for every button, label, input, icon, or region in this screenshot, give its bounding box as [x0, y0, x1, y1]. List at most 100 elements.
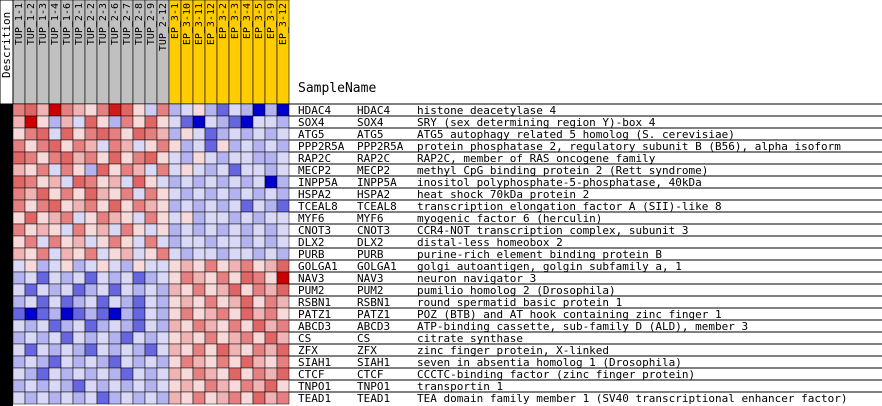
heatmap-cell-8-18: [228, 199, 242, 213]
heatmap-cell-23-12: [156, 379, 170, 393]
heatmap-cell-9-16: [204, 211, 218, 225]
heatmap-cell-24-11: [144, 391, 158, 405]
heatmap-cell-19-20: [252, 331, 266, 345]
heatmap-cell-4-2: [36, 151, 50, 165]
heatmap-cell-24-5: [72, 391, 86, 405]
heatmap-cell-24-16: [204, 391, 218, 405]
heatmap-cell-21-10: [132, 355, 146, 369]
heatmap-cell-7-13: [168, 187, 182, 201]
heatmap-cell-4-4: [60, 151, 74, 165]
heatmap-cell-24-21: [264, 391, 278, 405]
heatmap-cell-5-13: [168, 163, 182, 177]
row-symbol-10: CNOT3: [357, 224, 390, 237]
heatmap-cell-11-6: [84, 235, 98, 249]
heatmap-cell-3-13: [168, 139, 182, 153]
description-sidebar: [0, 104, 13, 406]
heatmap-cell-7-18: [228, 187, 242, 201]
heatmap-cell-2-19: [240, 127, 254, 141]
heatmap-cell-20-11: [144, 343, 158, 357]
heatmap-cell-1-13: [168, 115, 182, 129]
heatmap-cell-20-3: [48, 343, 62, 357]
heatmap-cell-12-2: [36, 247, 50, 261]
heatmap-cell-17-21: [264, 307, 278, 321]
heatmap-cell-20-4: [60, 343, 74, 357]
heatmap-cell-0-8: [108, 103, 122, 117]
row-name-21: SIAH1: [298, 356, 331, 369]
heatmap-cell-0-12: [156, 103, 170, 117]
heatmap-cell-3-6: [84, 139, 98, 153]
row-symbol-2: ATG5: [357, 128, 384, 141]
heatmap-cell-16-14: [180, 295, 194, 309]
heatmap-cell-16-18: [228, 295, 242, 309]
heatmap-cell-21-3: [48, 355, 62, 369]
heatmap-cell-0-2: [36, 103, 50, 117]
heatmap-cell-8-13: [168, 199, 182, 213]
heatmap-cell-12-20: [252, 247, 266, 261]
heatmap-cell-6-10: [132, 175, 146, 189]
heatmap-cell-13-1: [24, 259, 38, 273]
heatmap-cell-1-4: [60, 115, 74, 129]
row-description-15: pumilio homolog 2 (Drosophila): [417, 284, 616, 297]
heatmap-cell-22-15: [192, 367, 206, 381]
heatmap-cell-11-7: [96, 235, 110, 249]
heatmap-cell-1-15: [192, 115, 206, 129]
heatmap-cell-2-3: [48, 127, 62, 141]
heatmap-cell-21-0: [12, 355, 26, 369]
column-label-18: EP_3-3: [230, 3, 241, 39]
row-name-1: SOX4: [298, 116, 325, 129]
heatmap-cell-0-20: [252, 103, 266, 117]
heatmap-cell-12-11: [144, 247, 158, 261]
heatmap-cell-4-3: [48, 151, 62, 165]
heatmap-cell-3-18: [228, 139, 242, 153]
heatmap-cell-24-14: [180, 391, 194, 405]
heatmap-cell-2-10: [132, 127, 146, 141]
heatmap-cell-0-15: [192, 103, 206, 117]
heatmap-cell-9-3: [48, 211, 62, 225]
heatmap-cell-0-18: [228, 103, 242, 117]
heatmap-cell-1-9: [120, 115, 134, 129]
heatmap-cell-14-20: [252, 271, 266, 285]
heatmap-cell-14-14: [180, 271, 194, 285]
heatmap-cell-12-3: [48, 247, 62, 261]
heatmap-cell-1-8: [108, 115, 122, 129]
heatmap-cell-17-10: [132, 307, 146, 321]
heatmap-cell-4-7: [96, 151, 110, 165]
heatmap-cell-7-19: [240, 187, 254, 201]
heatmap-cell-21-19: [240, 355, 254, 369]
heatmap-cell-4-15: [192, 151, 206, 165]
heatmap-cell-0-13: [168, 103, 182, 117]
row-symbol-11: DLX2: [357, 236, 384, 249]
heatmap-cell-21-14: [180, 355, 194, 369]
row-description-1: SRY (sex determining region Y)-box 4: [417, 116, 656, 129]
heatmap-cell-17-15: [192, 307, 206, 321]
row-name-11: DLX2: [298, 236, 325, 249]
column-label-9: TUP_2-7: [122, 3, 133, 45]
heatmap-cell-23-20: [252, 379, 266, 393]
heatmap-cell-5-9: [120, 163, 134, 177]
heatmap-cell-24-10: [132, 391, 146, 405]
heatmap-cell-24-19: [240, 391, 254, 405]
heatmap-cell-21-9: [120, 355, 134, 369]
heatmap-cell-1-3: [48, 115, 62, 129]
heatmap-cell-13-11: [144, 259, 158, 273]
heatmap-cell-13-7: [96, 259, 110, 273]
heatmap-cell-2-6: [84, 127, 98, 141]
heatmap-cell-9-22: [276, 211, 290, 225]
heatmap-cell-5-3: [48, 163, 62, 177]
heatmap-cell-12-8: [108, 247, 122, 261]
heatmap-cell-18-18: [228, 319, 242, 333]
heatmap-cell-16-0: [12, 295, 26, 309]
heatmap-cell-21-18: [228, 355, 242, 369]
row-description-17: POZ (BTB) and AT hook containing zinc fi…: [417, 308, 722, 321]
heatmap-cell-15-8: [108, 283, 122, 297]
row-description-23: transportin 1: [417, 380, 503, 393]
heatmap-cell-11-4: [60, 235, 74, 249]
heatmap-cell-10-0: [12, 223, 26, 237]
heatmap-cell-11-5: [72, 235, 86, 249]
heatmap-cell-16-7: [96, 295, 110, 309]
row-symbol-12: PURB: [357, 248, 384, 261]
heatmap-cell-22-9: [120, 367, 134, 381]
row-symbol-20: ZFX: [357, 344, 377, 357]
row-name-18: ABCD3: [298, 320, 331, 333]
